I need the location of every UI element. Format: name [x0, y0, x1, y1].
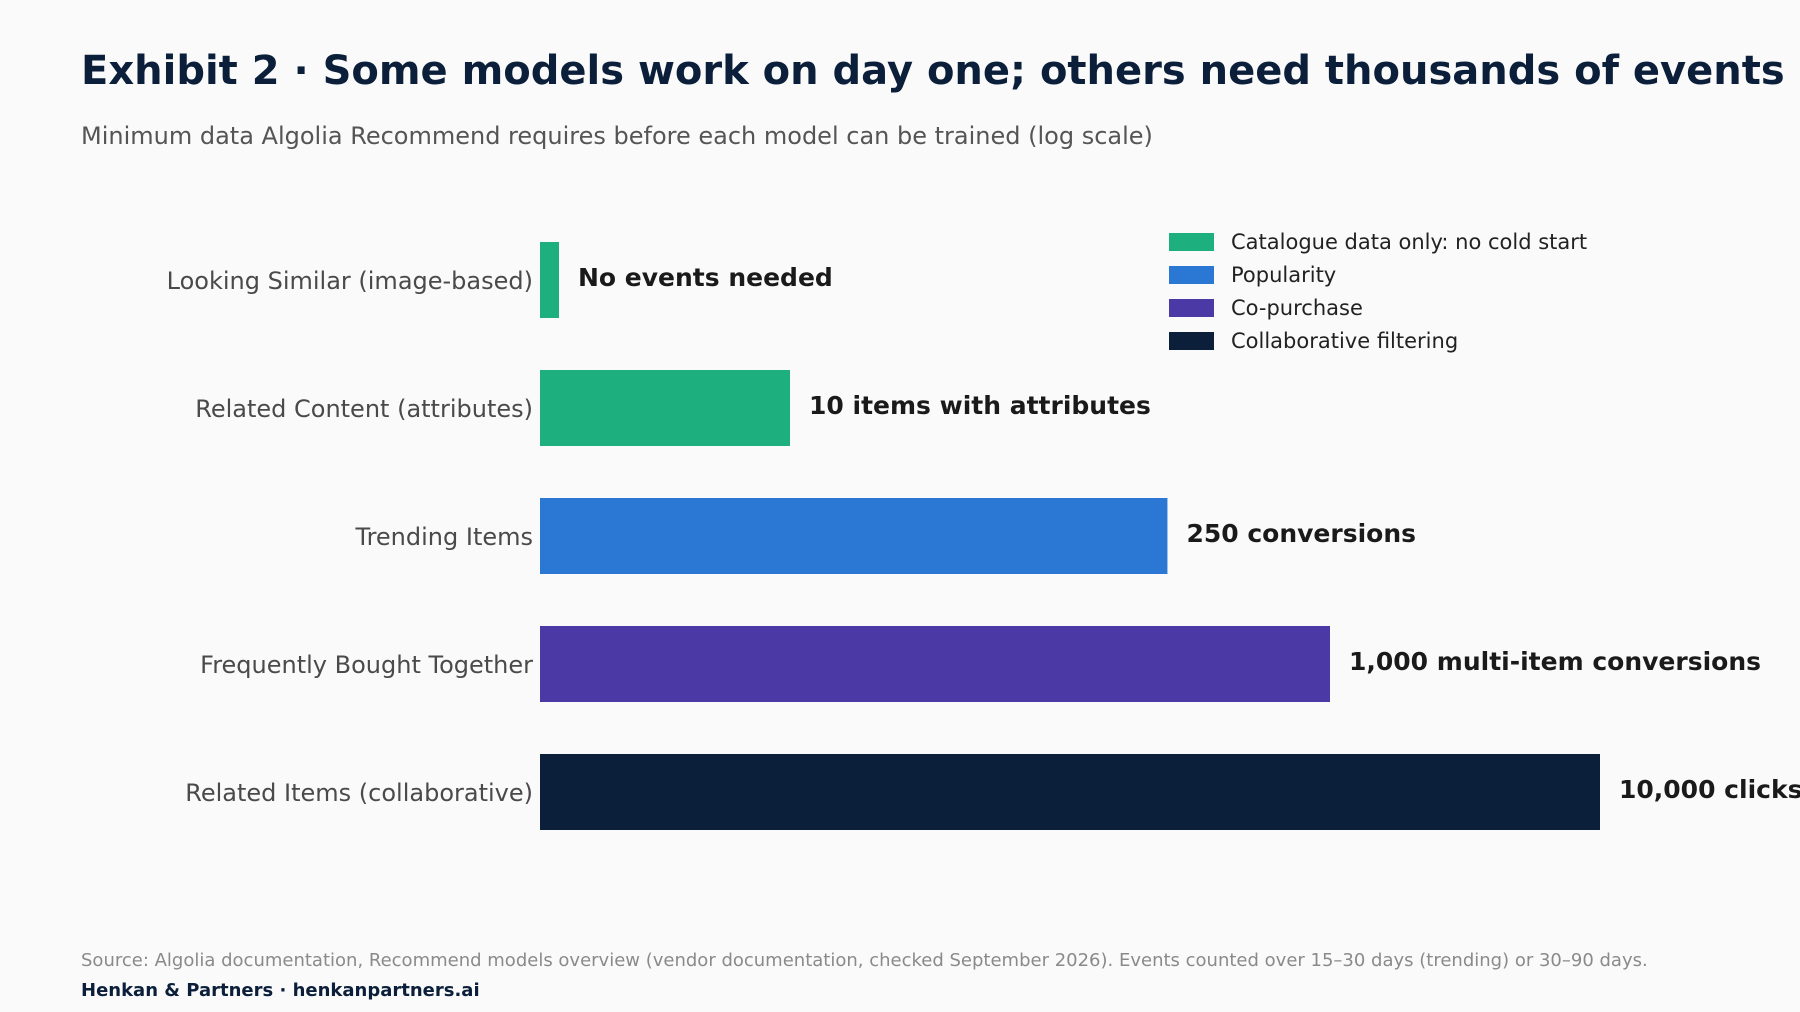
value-label-trending-items: 250 conversions	[1186, 519, 1416, 548]
brand-footer: Henkan & Partners · henkanpartners.ai	[81, 980, 480, 1001]
chart-title: Exhibit 2 · Some models work on day one;…	[81, 48, 1785, 94]
chart-legend: Catalogue data only: no cold start Popula…	[1169, 230, 1587, 353]
bar-trending-items	[540, 498, 1168, 574]
bars-layer: Looking Similar (image-based) No events n…	[167, 242, 1800, 830]
category-label-trending-items: Trending Items	[354, 523, 533, 551]
legend-swatch-catalogue-data-only-no-cold-start	[1169, 233, 1214, 251]
value-label-related-content-attributes: 10 items with attributes	[809, 391, 1151, 420]
category-label-looking-similar-image-based: Looking Similar (image-based)	[167, 267, 533, 295]
legend-label-popularity: Popularity	[1231, 263, 1336, 287]
legend-swatch-collaborative-filtering	[1169, 332, 1214, 350]
legend-label-collaborative-filtering: Collaborative filtering	[1231, 329, 1458, 353]
value-label-frequently-bought-together: 1,000 multi-item conversions	[1349, 647, 1761, 676]
bar-frequently-bought-together	[540, 626, 1330, 702]
value-label-related-items-collaborative: 10,000 clicks or conversions	[1619, 775, 1800, 804]
bar-looking-similar-image-based	[540, 242, 559, 318]
legend-label-catalogue-data-only-no-cold-start: Catalogue data only: no cold start	[1231, 230, 1587, 254]
source-note: Source: Algolia documentation, Recommend…	[81, 950, 1648, 971]
legend-label-co-purchase: Co-purchase	[1231, 296, 1363, 320]
bar-chart: Looking Similar (image-based) No events n…	[167, 230, 1800, 830]
legend-swatch-popularity	[1169, 266, 1214, 284]
category-label-frequently-bought-together: Frequently Bought Together	[200, 651, 533, 679]
chart-subtitle: Minimum data Algolia Recommend requires …	[81, 122, 1153, 150]
category-label-related-items-collaborative: Related Items (collaborative)	[185, 779, 533, 807]
category-label-related-content-attributes: Related Content (attributes)	[195, 395, 533, 423]
value-label-looking-similar-image-based: No events needed	[578, 263, 833, 292]
bar-related-content-attributes	[540, 370, 790, 446]
legend-swatch-co-purchase	[1169, 299, 1214, 317]
bar-related-items-collaborative	[540, 754, 1600, 830]
